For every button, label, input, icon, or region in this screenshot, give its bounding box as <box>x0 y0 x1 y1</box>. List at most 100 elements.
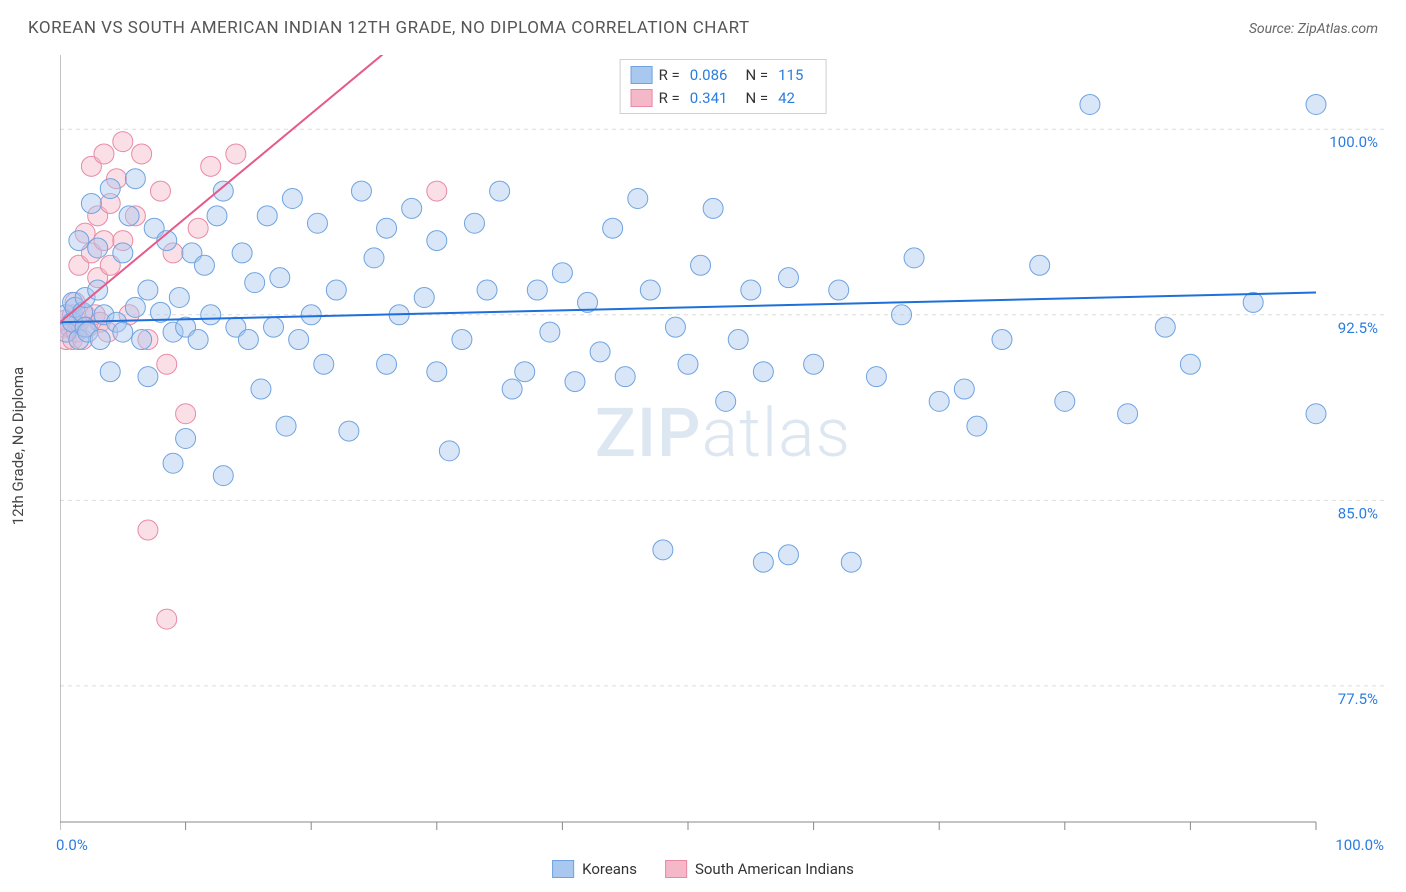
data-point <box>94 144 114 164</box>
data-point <box>1118 404 1138 424</box>
data-point <box>1306 94 1326 114</box>
data-point <box>257 206 277 226</box>
data-point <box>1155 317 1175 337</box>
chart-title: KOREAN VS SOUTH AMERICAN INDIAN 12TH GRA… <box>28 18 750 38</box>
data-point <box>138 280 158 300</box>
data-point <box>132 330 152 350</box>
data-point <box>552 263 572 283</box>
x-axis-tick-label: 100.0% <box>1335 836 1384 854</box>
swatch-icon <box>665 860 687 878</box>
data-point <box>314 354 334 374</box>
data-point <box>477 280 497 300</box>
data-point <box>113 132 133 152</box>
data-point <box>282 189 302 209</box>
trend-line <box>60 293 1316 323</box>
data-point <box>238 330 258 350</box>
data-point <box>90 330 110 350</box>
data-point <box>213 466 233 486</box>
y-axis-tick-label: 77.5% <box>1338 690 1378 708</box>
swatch-icon <box>631 89 653 107</box>
data-point <box>954 379 974 399</box>
data-point <box>490 181 510 201</box>
data-point <box>1306 404 1326 424</box>
legend-n-value: 115 <box>778 64 803 87</box>
data-point <box>515 362 535 382</box>
data-point <box>301 305 321 325</box>
data-point <box>540 322 560 342</box>
legend-row: R =0.086N =115 <box>631 64 816 87</box>
data-point <box>276 416 296 436</box>
legend-r-value: 0.341 <box>690 87 728 110</box>
data-point <box>427 362 447 382</box>
data-point <box>427 181 447 201</box>
data-point <box>452 330 472 350</box>
data-point <box>138 520 158 540</box>
data-point <box>716 391 736 411</box>
data-point <box>590 342 610 362</box>
data-point <box>967 416 987 436</box>
data-point <box>88 238 108 258</box>
data-point <box>778 268 798 288</box>
data-point <box>157 354 177 374</box>
legend-r-label: R = <box>659 87 680 110</box>
data-point <box>1180 354 1200 374</box>
data-point <box>502 379 522 399</box>
data-point <box>307 213 327 233</box>
series-legend: Koreans South American Indians <box>552 860 854 878</box>
data-point <box>157 609 177 629</box>
data-point <box>678 354 698 374</box>
data-point <box>527 280 547 300</box>
data-point <box>565 372 585 392</box>
data-point <box>753 552 773 572</box>
x-axis-tick-label: 0.0% <box>56 836 88 854</box>
data-point <box>364 248 384 268</box>
data-point <box>113 322 133 342</box>
data-point <box>264 317 284 337</box>
data-point <box>414 287 434 307</box>
data-point <box>741 280 761 300</box>
source-label: Source: ZipAtlas.com <box>1249 21 1378 37</box>
data-point <box>992 330 1012 350</box>
data-point <box>904 248 924 268</box>
data-point <box>232 243 252 263</box>
data-point <box>113 243 133 263</box>
data-point <box>703 198 723 218</box>
data-point <box>100 362 120 382</box>
data-point <box>778 545 798 565</box>
data-point <box>125 169 145 189</box>
data-point <box>1055 391 1075 411</box>
data-point <box>194 255 214 275</box>
data-point <box>377 218 397 238</box>
legend-item-sai: South American Indians <box>665 860 854 878</box>
data-point <box>929 391 949 411</box>
y-axis-label: 12th Grade, No Diploma <box>9 367 27 525</box>
data-point <box>326 280 346 300</box>
data-point <box>201 156 221 176</box>
data-point <box>226 144 246 164</box>
data-point <box>615 367 635 387</box>
data-point <box>188 330 208 350</box>
data-point <box>169 287 189 307</box>
data-point <box>377 354 397 374</box>
plot-area: 77.5%85.0%92.5%100.0% ZIPatlas R =0.086N… <box>60 55 1386 842</box>
legend-n-value: 42 <box>778 87 795 110</box>
data-point <box>603 218 623 238</box>
data-point <box>427 231 447 251</box>
data-point <box>188 218 208 238</box>
data-point <box>402 198 422 218</box>
data-point <box>753 362 773 382</box>
data-point <box>176 404 196 424</box>
data-point <box>665 317 685 337</box>
scatter-plot: 77.5%85.0%92.5%100.0% <box>60 55 1386 842</box>
data-point <box>213 181 233 201</box>
data-point <box>289 330 309 350</box>
data-point <box>439 441 459 461</box>
y-axis-tick-label: 85.0% <box>1338 504 1378 522</box>
data-point <box>628 189 648 209</box>
data-point <box>69 231 89 251</box>
data-point <box>1243 292 1263 312</box>
data-point <box>804 354 824 374</box>
data-point <box>119 206 139 226</box>
data-point <box>81 193 101 213</box>
y-axis-tick-label: 92.5% <box>1338 319 1378 337</box>
